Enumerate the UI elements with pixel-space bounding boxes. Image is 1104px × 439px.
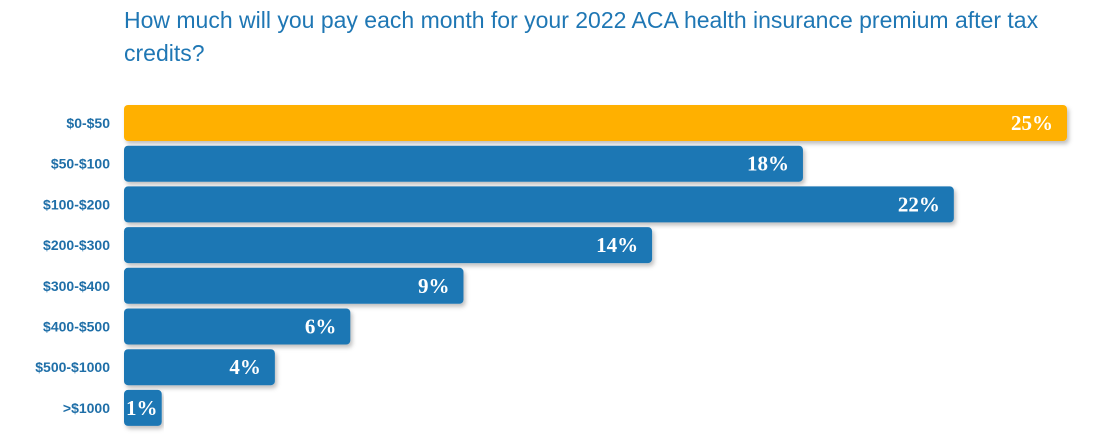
category-label: $400-$500 xyxy=(43,319,110,335)
category-label: >$1000 xyxy=(63,400,110,416)
bar-1 xyxy=(124,145,803,182)
value-label: 14% xyxy=(596,233,638,257)
value-label: 6% xyxy=(305,315,337,339)
category-label: $500-$1000 xyxy=(35,359,110,375)
bars-layer: $0-$50 25% $50-$100 18% $100-$200 22% $200-$30… xyxy=(35,105,1067,426)
value-label: 9% xyxy=(418,274,450,298)
value-label: 25% xyxy=(1011,111,1053,135)
bar-0 xyxy=(124,105,1067,141)
value-label: 18% xyxy=(747,152,789,176)
category-label: $50-$100 xyxy=(51,156,110,172)
category-label: $300-$400 xyxy=(43,278,110,294)
bar-2 xyxy=(124,186,954,223)
chart-title: How much will you pay each month for you… xyxy=(124,7,1039,66)
bar-3 xyxy=(124,227,653,264)
category-label: $100-$200 xyxy=(43,196,110,212)
bar-4 xyxy=(124,267,464,304)
bar-7 xyxy=(124,389,162,426)
value-label: 22% xyxy=(898,192,940,216)
value-label: 4% xyxy=(229,355,261,379)
category-label: $200-$300 xyxy=(43,237,110,253)
bar-6 xyxy=(124,349,275,386)
bar-5 xyxy=(124,308,351,345)
category-label: $0-$50 xyxy=(66,115,110,131)
value-label: 1% xyxy=(126,396,158,420)
